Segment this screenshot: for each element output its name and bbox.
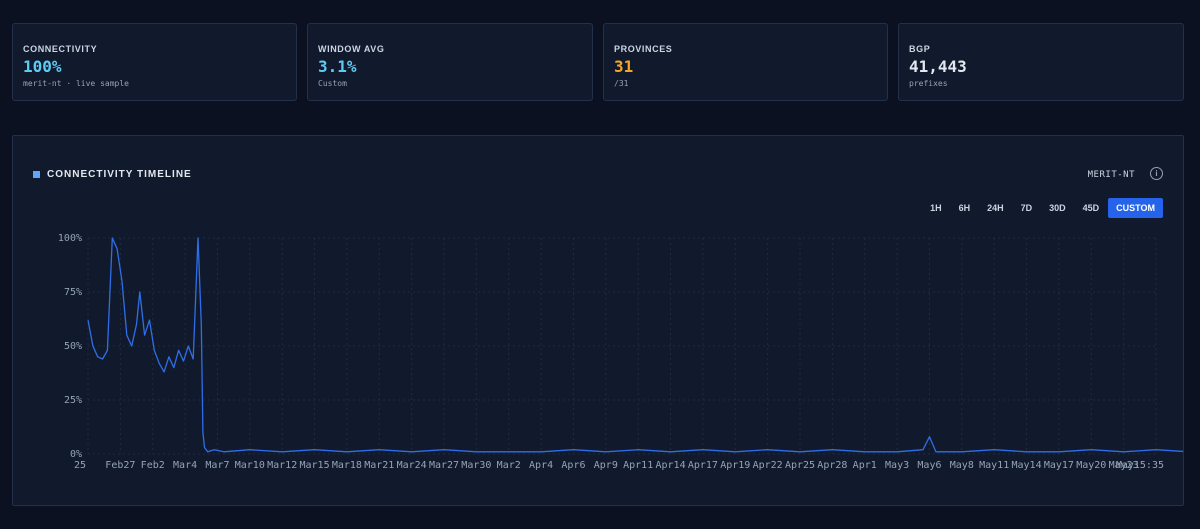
x-tick-label: Mar27 <box>429 460 459 471</box>
panel-header: CONNECTIVITY TIMELINE <box>33 169 192 180</box>
x-tick-label: Mar30 <box>461 460 491 471</box>
y-tick-label: 75% <box>64 287 82 298</box>
range-button-7d[interactable]: 7D <box>1020 203 1033 213</box>
x-tick-label: Mar18 <box>332 460 362 471</box>
connectivity-timeline-panel: CONNECTIVITY TIMELINE MERIT-NT i 1H 6H 2… <box>12 135 1184 506</box>
data-source-label: MERIT-NT <box>1087 170 1135 180</box>
x-tick-label: Apr25 <box>785 460 815 471</box>
y-tick-label: 0% <box>70 449 82 460</box>
card-subtitle: Custom <box>318 79 347 88</box>
card-title: CONNECTIVITY <box>23 44 98 54</box>
x-tick-label: Apr6 <box>561 460 585 471</box>
x-tick-label: Mar12 <box>267 460 297 471</box>
card-subtitle: prefixes <box>909 79 948 88</box>
card-title: BGP <box>909 44 931 54</box>
connectivity-line-chart: 0%25%50%75%100%25 Feb27 Feb2 Mar4 Mar7 Mar10 M… <box>58 233 1183 471</box>
x-tick-label: Mar24 <box>397 460 427 471</box>
card-value: 31 <box>614 57 634 76</box>
x-tick-label: Mar15 <box>299 460 329 471</box>
card-value: 41,443 <box>909 57 967 76</box>
stat-card-bgp: BGP 41,443 prefixes <box>898 23 1184 101</box>
x-tick-label: Apr4 <box>529 460 553 471</box>
x-tick-label: Apr28 <box>817 460 847 471</box>
x-tick-label: 25 <box>74 460 86 471</box>
x-tick-label: Mar21 <box>364 460 394 471</box>
x-tick-label: May3 <box>885 460 909 471</box>
x-tick-label: Feb27 <box>105 460 135 471</box>
y-tick-label: 25% <box>64 395 82 406</box>
range-button-6h[interactable]: 6H <box>958 203 971 213</box>
x-tick-label: Apr9 <box>594 460 618 471</box>
card-value: 100% <box>23 57 62 76</box>
x-tick-label: Apr11 <box>623 460 653 471</box>
x-tick-label: May23 <box>1109 460 1139 471</box>
x-tick-label: May8 <box>950 460 974 471</box>
x-tick-label: May14 <box>1011 460 1041 471</box>
stat-card-window-avg: WINDOW AVG 3.1% Custom <box>307 23 593 101</box>
card-title: WINDOW AVG <box>318 44 385 54</box>
y-tick-label: 50% <box>64 341 82 352</box>
x-tick-label: Apr1 <box>853 460 877 471</box>
card-title: PROVINCES <box>614 44 673 54</box>
x-tick-label: Apr14 <box>655 460 685 471</box>
x-tick-label: Apr22 <box>753 460 783 471</box>
x-tick-label: Feb2 <box>141 460 165 471</box>
range-button-45d[interactable]: 45D <box>1082 203 1100 213</box>
card-value: 3.1% <box>318 57 357 76</box>
info-icon[interactable]: i <box>1150 167 1163 180</box>
range-button-custom[interactable]: CUSTOM <box>1108 198 1163 218</box>
x-tick-label: Mar10 <box>235 460 265 471</box>
x-tick-label: Apr17 <box>688 460 718 471</box>
x-tick-label: May6 <box>917 460 941 471</box>
range-button-30d[interactable]: 30D <box>1049 203 1066 213</box>
connectivity-series-line <box>87 237 1183 453</box>
x-tick-label: Apr19 <box>720 460 750 471</box>
square-icon <box>33 171 40 178</box>
range-button-24h[interactable]: 24H <box>987 203 1004 213</box>
range-button-1h[interactable]: 1H <box>930 203 942 213</box>
x-tick-label: May15:35 <box>1116 460 1164 471</box>
x-tick-label: May11 <box>979 460 1009 471</box>
x-tick-label: May17 <box>1044 460 1074 471</box>
card-subtitle: merit-nt · live sample <box>23 79 129 88</box>
card-subtitle: /31 <box>614 79 629 88</box>
panel-title: CONNECTIVITY TIMELINE <box>47 169 192 180</box>
x-tick-label: Mar2 <box>497 460 521 471</box>
stat-card-provinces: PROVINCES 31 /31 <box>603 23 888 101</box>
x-tick-label: Mar4 <box>173 460 197 471</box>
x-tick-label: Mar7 <box>205 460 229 471</box>
y-tick-label: 100% <box>58 233 82 244</box>
stat-card-connectivity: CONNECTIVITY 100% merit-nt · live sample <box>12 23 297 101</box>
range-selector: 1H 6H 24H 7D 30D 45D CUSTOM <box>921 198 1163 218</box>
x-tick-label: May20 <box>1076 460 1106 471</box>
